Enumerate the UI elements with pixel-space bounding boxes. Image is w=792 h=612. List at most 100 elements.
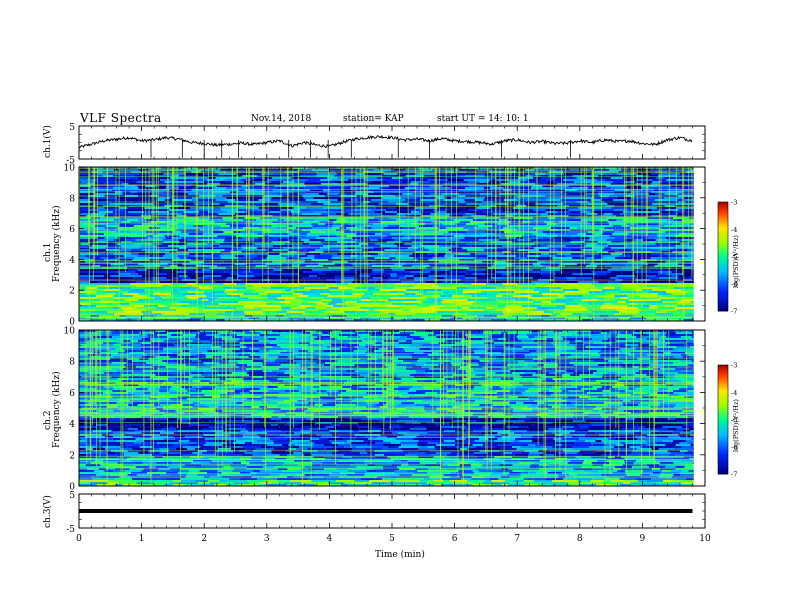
spectrogram-cell: [135, 319, 155, 321]
spectrogram-cell: [216, 342, 230, 344]
spectrogram-cell: [673, 225, 682, 227]
spectrogram-cell: [203, 249, 217, 251]
spectrogram-cell: [184, 221, 198, 223]
spectrogram-cell: [110, 277, 119, 279]
spectrogram-cell: [336, 281, 343, 283]
colorbar-segment: [718, 270, 728, 272]
spectrogram-cell: [331, 187, 338, 189]
spectrogram-cell: [635, 181, 643, 183]
spectrogram-cell: [413, 338, 425, 340]
spectrogram-cell: [169, 340, 182, 342]
spectrogram-cell: [111, 309, 124, 311]
spectrogram-cell: [362, 319, 379, 321]
spectrogram-cell: [97, 169, 105, 171]
spectrogram-cell: [446, 237, 465, 239]
spectrogram-cell: [213, 247, 232, 249]
spectrogram-cell: [414, 352, 424, 354]
spectrogram-cell: [291, 177, 308, 179]
spectrogram-cell: [79, 231, 87, 233]
spectrogram-cell: [645, 199, 655, 201]
spectrogram-cell: [218, 213, 235, 215]
spectrogram-cell: [122, 193, 134, 195]
spectrogram-cell: [396, 219, 408, 221]
spectrogram-cell: [531, 245, 541, 247]
spectrogram-cell: [79, 344, 98, 346]
spectrogram-cell: [336, 360, 352, 362]
spectrogram-cell: [350, 354, 367, 356]
spectrogram-cell: [478, 319, 493, 321]
spectrogram-cell: [218, 305, 232, 307]
spectrogram-cell: [106, 293, 116, 295]
spectrogram-cell: [585, 297, 593, 299]
spectrogram-cell: [403, 259, 418, 261]
spectrogram-cell: [281, 269, 301, 271]
spectrogram-cell: [542, 169, 557, 171]
spectrogram-cell: [184, 311, 197, 313]
spectrogram-cell: [356, 271, 372, 273]
spectrogram-cell: [141, 338, 151, 340]
spectrogram-cell: [572, 330, 591, 332]
spectrogram-cell: [538, 334, 547, 336]
spectrogram-cell: [152, 233, 159, 235]
spectrogram-cell: [405, 169, 417, 171]
spectrogram-cell: [367, 358, 377, 360]
spectrogram-cell: [207, 193, 225, 195]
spectrogram-cell: [505, 301, 514, 303]
spectrogram-cell: [286, 257, 295, 259]
spectrogram-cell: [652, 209, 666, 211]
spectrogram-cell: [687, 291, 694, 293]
spectrogram-cell: [161, 313, 172, 315]
spectrogram-cell: [137, 181, 151, 183]
spectrogram-cell: [634, 251, 645, 253]
spectrogram-cell: [430, 251, 438, 253]
spectrogram-cell: [693, 259, 694, 261]
spectrogram-cell: [137, 287, 145, 289]
spectrogram-cell: [681, 225, 693, 227]
spectrogram-cell: [605, 211, 624, 213]
spectrogram-cell: [268, 253, 280, 255]
spectrogram-cell: [128, 183, 147, 185]
spectrogram-cell: [269, 235, 289, 237]
spectrogram-cell: [533, 285, 545, 287]
spectrogram-cell: [517, 334, 527, 336]
spectrogram-cell: [325, 319, 346, 321]
spectrogram-cell: [390, 297, 407, 299]
spectrogram-cell: [302, 313, 312, 315]
spectrogram-cell: [507, 332, 524, 334]
spectrogram-cell: [484, 342, 494, 344]
spectrogram-cell: [244, 255, 257, 257]
spectrogram-cell: [107, 311, 124, 313]
spectrogram-cell: [624, 243, 637, 245]
spectrogram-cell: [145, 291, 156, 293]
spectrogram-cell: [189, 253, 198, 255]
spectrogram-cell: [248, 213, 261, 215]
spectrogram-cell: [220, 259, 235, 261]
spectrogram-cell: [439, 319, 455, 321]
spectrogram-cell: [102, 193, 116, 195]
spectrogram-cell: [299, 193, 308, 195]
spectrogram-cell: [554, 207, 565, 209]
spectrogram-cell: [79, 291, 97, 293]
spectrogram-cell: [404, 261, 421, 263]
spectrogram-cell: [536, 307, 549, 309]
spectrogram-cell: [375, 281, 386, 283]
spectrogram-cell: [584, 251, 597, 253]
spectrogram-cell: [572, 261, 592, 263]
spectrogram-cell: [207, 223, 226, 225]
spectrogram-cell: [479, 243, 498, 245]
spectrogram-cell: [303, 197, 314, 199]
spectrogram-cell: [334, 175, 343, 177]
spectrogram-cell: [287, 311, 305, 313]
spectrogram-cell: [201, 263, 220, 265]
colorbar-segment: [718, 253, 728, 256]
spectrogram-cell: [109, 251, 130, 253]
spectrogram-cell: [304, 181, 318, 183]
spectrogram-cell: [289, 233, 300, 235]
spectrogram-cell: [559, 354, 572, 356]
spectrogram-cell: [676, 183, 692, 185]
spectrogram-cell: [283, 181, 295, 183]
spectrogram-cell: [315, 307, 326, 309]
spectrogram-cell: [126, 207, 145, 209]
spectrogram-cell: [169, 356, 181, 358]
spectrogram-cell: [170, 293, 183, 295]
